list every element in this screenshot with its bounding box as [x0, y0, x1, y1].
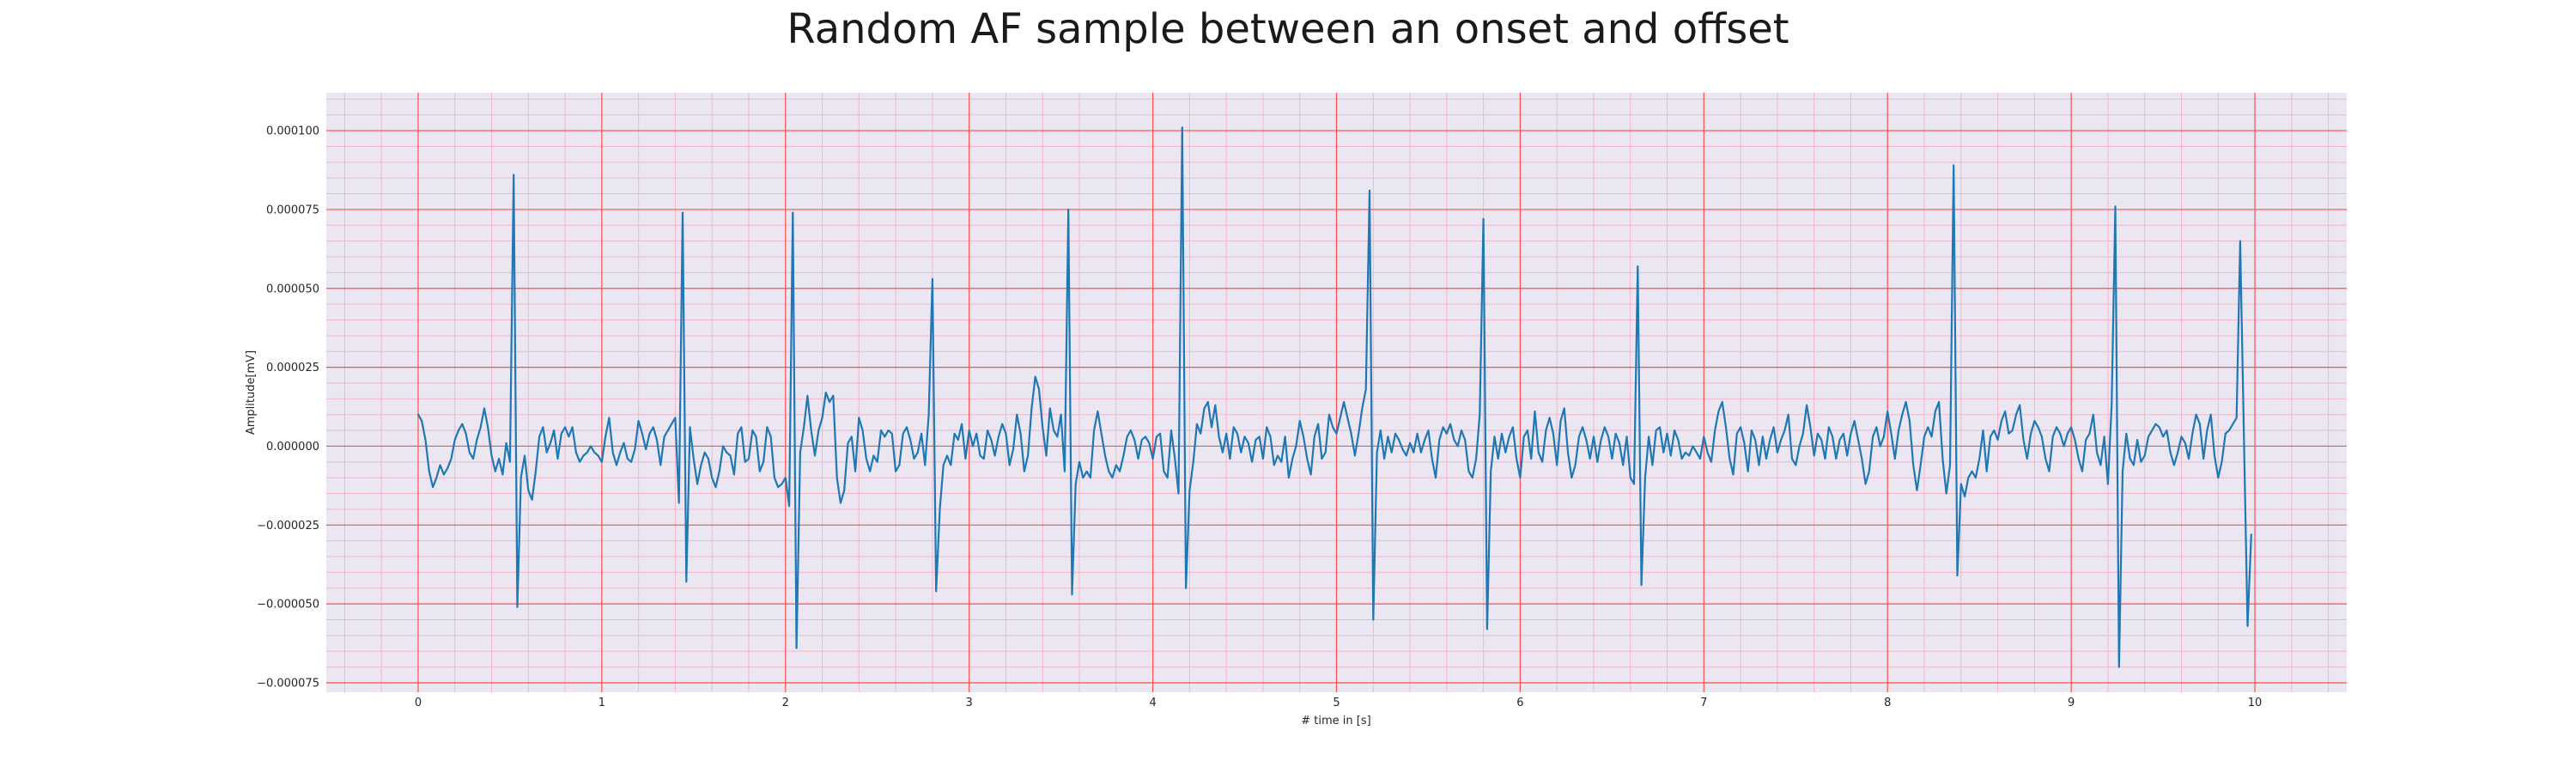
y-tick-label: −0.000075	[257, 677, 319, 690]
x-tick-label: 6	[1516, 697, 1523, 709]
x-tick-label: 5	[1333, 697, 1340, 709]
y-tick-label: −0.000050	[257, 599, 319, 612]
y-tick-label: 0.000100	[266, 125, 319, 138]
major-grid	[326, 93, 2347, 692]
x-tick-label: 8	[1884, 697, 1891, 709]
x-tick-label: 10	[2248, 697, 2263, 709]
x-tick-label: 0	[415, 697, 422, 709]
x-tick-label: 7	[1700, 697, 1707, 709]
chart-title: Random AF sample between an onset and of…	[787, 5, 1789, 53]
y-tick-labels: −0.000075 −0.000050 −0.000025 0.000000 0.000…	[257, 125, 319, 691]
y-tick-label: −0.000025	[257, 520, 319, 533]
series-line	[416, 126, 2252, 668]
x-tick-label: 9	[2068, 697, 2075, 709]
x-tick-label: 4	[1149, 697, 1156, 709]
y-tick-label: 0.000000	[266, 441, 319, 453]
y-tick-label: 0.000050	[266, 283, 319, 295]
y-axis-label: Amplitude[mV]	[245, 350, 258, 435]
x-tick-labels: 0 1 2 3 4 5 6 7 8 9 10	[415, 697, 2263, 709]
x-axis-label: # time in [s]	[1301, 715, 1370, 727]
x-tick-label: 2	[782, 697, 789, 709]
x-tick-label: 3	[966, 697, 973, 709]
x-tick-label: 1	[598, 697, 605, 709]
series-layer	[416, 126, 2252, 668]
y-tick-label: 0.000075	[266, 204, 319, 216]
y-tick-label: 0.000025	[266, 362, 319, 374]
